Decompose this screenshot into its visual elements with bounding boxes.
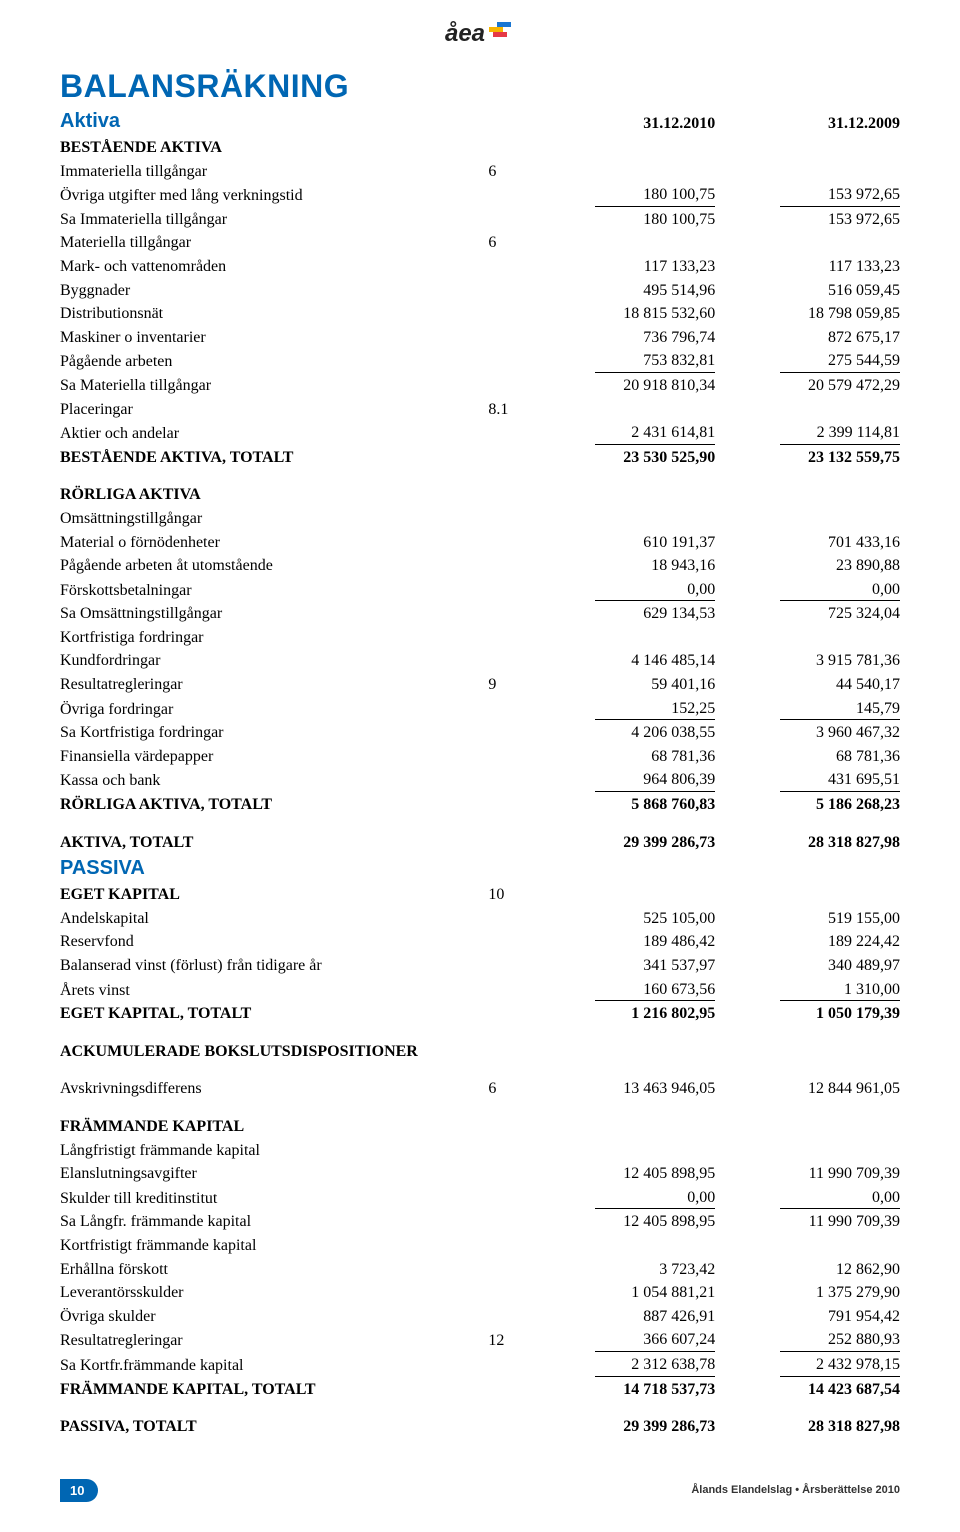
logo-icon	[489, 21, 515, 48]
page-title: BALANSRÄKNING	[60, 68, 900, 105]
bestaende-aktiva-heading: BESTÅENDE AKTIVA	[60, 136, 488, 160]
aktiva-totalt-label: AKTIVA, TOTALT	[60, 831, 488, 855]
page-number: 10	[60, 1479, 98, 1502]
immateriella-label: Immateriella tillgångar	[60, 160, 488, 184]
balance-sheet-table: Aktiva 31.12.2010 31.12.2009 BESTÅENDE A…	[60, 107, 900, 1439]
passiva-heading: PASSIVA	[60, 857, 145, 879]
aktiva-heading: Aktiva	[60, 110, 120, 132]
eget-kapital-heading: EGET KAPITAL	[60, 883, 488, 907]
col-header-2009: 31.12.2009	[715, 107, 900, 136]
page-footer: 10 Ålands Elandelslag • Årsberättelse 20…	[60, 1479, 900, 1502]
logo-text: åea	[445, 20, 485, 48]
col-header-2010: 31.12.2010	[530, 107, 715, 136]
rorliga-aktiva-heading: RÖRLIGA AKTIVA	[60, 483, 488, 507]
passiva-totalt-label: PASSIVA, TOTALT	[60, 1415, 488, 1439]
aktiva-header-row: Aktiva 31.12.2010 31.12.2009	[60, 107, 900, 136]
logo-area: åea	[60, 20, 900, 48]
footer-text: Ålands Elandelslag • Årsberättelse 2010	[691, 1484, 900, 1496]
logo: åea	[445, 20, 515, 48]
frammande-heading: FRÄMMANDE KAPITAL	[60, 1115, 488, 1139]
ackum-heading: ACKUMULERADE BOKSLUTSDISPOSITIONER	[60, 1040, 488, 1064]
